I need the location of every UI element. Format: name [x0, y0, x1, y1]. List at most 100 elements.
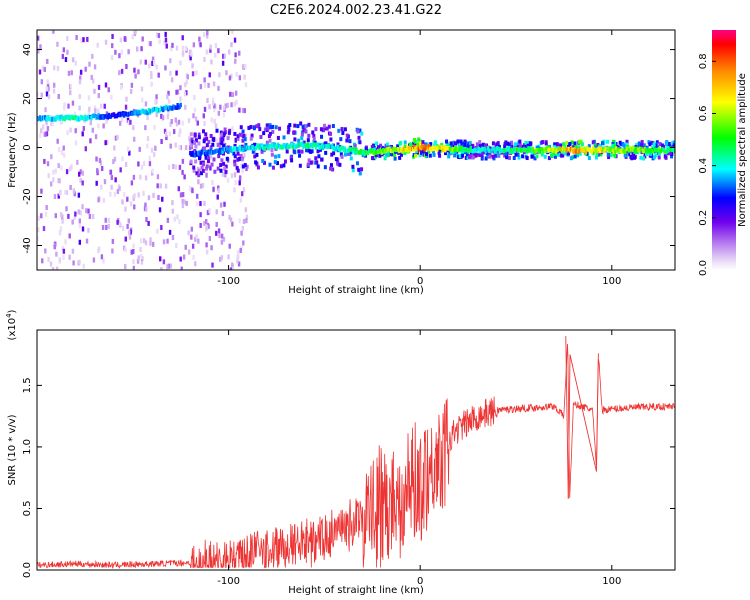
spectrogram-cell [298, 163, 302, 168]
spectrogram-cell [600, 141, 604, 146]
spectrogram-cell [491, 154, 495, 159]
spectrogram-cell [188, 185, 192, 191]
spectrogram-cell [573, 147, 576, 152]
spectrogram-cell [205, 249, 209, 255]
spectrogram-cell [102, 123, 105, 129]
spectrogram-cell [228, 75, 232, 81]
spectrogram-cell [58, 230, 62, 236]
spectrogram-cell [190, 51, 193, 57]
spectrogram-cell [173, 129, 176, 135]
spectrogram-cell [244, 207, 248, 213]
spectrogram-cell [181, 50, 185, 56]
spectrogram-cell [282, 135, 286, 140]
spectrogram-cell [88, 61, 91, 67]
spectrogram-cell [429, 142, 433, 147]
spectrogram-cell [175, 105, 178, 110]
spectrogram-cell [516, 145, 520, 150]
spectrogram-cell [87, 227, 90, 233]
spectrogram-cell [612, 151, 616, 156]
spectrogram-cell [456, 139, 460, 144]
spectrogram-cell [524, 140, 528, 145]
spectrogram-cell [634, 146, 637, 151]
spectrogram-cell [203, 77, 206, 83]
spectrogram-cell [132, 265, 136, 270]
spectrogram-cell [142, 160, 146, 166]
spectrogram-cell [300, 130, 304, 135]
spectrogram-cell [217, 85, 220, 91]
spectrogram-cell [665, 141, 669, 146]
spectrogram-cell [652, 155, 656, 160]
spectrogram-cell [283, 159, 287, 164]
spectrogram-cell [156, 183, 159, 189]
spectrogram-cell [112, 159, 115, 165]
spectrogram-cell [194, 144, 198, 149]
spectrogram-cell [222, 131, 226, 136]
spectrogram-cell [518, 143, 522, 148]
spectrogram-cell [125, 96, 128, 102]
spectrogram-cell [275, 145, 279, 151]
colorbar-gradient [712, 30, 736, 270]
spectrogram-cell [160, 113, 163, 119]
spectrogram-cell [433, 140, 437, 145]
spectrogram-cell [230, 102, 233, 108]
spectrogram-cell [105, 111, 109, 117]
spectrogram-cell [212, 107, 216, 113]
spectrogram-cell [124, 206, 127, 212]
spectrogram-cell [236, 157, 240, 162]
spectrogram-cell [174, 142, 177, 148]
spectrogram-cell [146, 110, 150, 115]
spectrogram-cell [189, 132, 193, 137]
spectrogram-cell [197, 179, 200, 185]
spectrogram-cell [193, 140, 197, 145]
spectrogram-cell [179, 60, 182, 66]
spectrogram-cell [201, 129, 205, 134]
spectrogram-cell [260, 149, 264, 154]
spectrogram-cell [427, 144, 431, 149]
spectrogram-cell [222, 105, 226, 111]
spectrogram-cell [513, 142, 517, 147]
spectrogram-cell [378, 153, 382, 158]
spectrogram-cell [351, 149, 355, 154]
spectrogram-cell [314, 156, 318, 161]
spectrogram-cell [339, 152, 343, 157]
spectrogram-cell [590, 149, 594, 154]
spectrogram-cell [171, 200, 174, 206]
spectrogram-y-tick-label: 0 [22, 144, 33, 150]
spectrogram-cell [598, 148, 602, 154]
spectrogram-cell [160, 267, 163, 270]
spectrogram-cell [238, 180, 241, 186]
spectrogram-y-axis-label: Frequency (Hz) [7, 112, 18, 188]
spectrogram-cell [152, 152, 156, 158]
spectrogram-cell [637, 141, 641, 146]
spectrogram-cell [229, 267, 233, 270]
spectrogram-cell [59, 212, 63, 218]
spectrogram-cell [157, 72, 160, 78]
spectrogram-cell [124, 236, 127, 242]
spectrogram-cell [389, 152, 393, 157]
spectrogram-cell [45, 205, 48, 211]
spectrogram-cell [168, 229, 172, 235]
spectrogram-cell [97, 197, 100, 203]
spectrogram-cell [480, 156, 484, 161]
spectrogram-cell [52, 82, 56, 88]
spectrogram-cell [293, 137, 297, 142]
spectrogram-cell [443, 151, 447, 156]
spectrogram-cell [101, 224, 105, 230]
spectrogram-cell [668, 150, 672, 155]
spectrogram-cell [549, 153, 553, 158]
spectrogram-cell [119, 37, 123, 43]
spectrogram-cell [140, 164, 144, 170]
spectrogram-cell [152, 60, 156, 66]
spectrogram-cell [143, 238, 146, 244]
spectrogram-cell [345, 133, 349, 138]
spectrogram-cell [625, 142, 629, 147]
spectrogram-cell [205, 164, 209, 169]
spectrogram-cell [642, 143, 646, 148]
spectrogram-cell [84, 66, 87, 72]
spectrogram-cell [58, 257, 61, 263]
spectrogram-cell [242, 218, 246, 224]
spectrogram-cell [147, 107, 151, 113]
spectrogram-cell [300, 136, 304, 141]
spectrogram-cell [238, 75, 242, 81]
spectrogram-cell [299, 121, 303, 126]
